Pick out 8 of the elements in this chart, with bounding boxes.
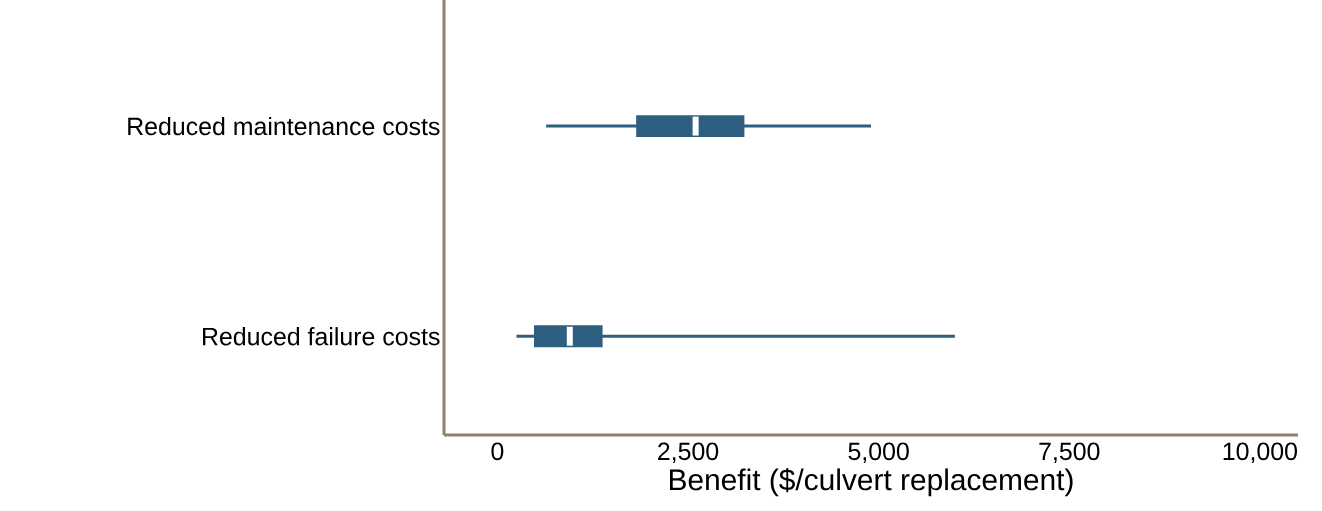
y-tick-label: Reduced failure costs [203, 327, 440, 346]
x-tick-label: 5,000 [848, 442, 909, 464]
x-tick-label: 7,500 [1039, 442, 1100, 464]
x-tick-label: 10,000 [1223, 442, 1297, 464]
x-tick-label: 0 [491, 442, 504, 461]
x-axis-title: Benefit ($/culvert replacement) [669, 467, 1073, 497]
x-tick-label: 2,500 [658, 442, 719, 464]
y-tick-label: Reduced maintenance costs [128, 116, 440, 136]
